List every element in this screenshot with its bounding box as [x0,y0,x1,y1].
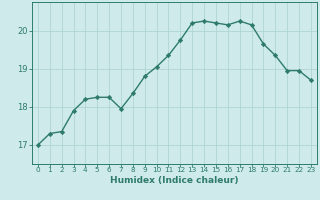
X-axis label: Humidex (Indice chaleur): Humidex (Indice chaleur) [110,176,239,185]
